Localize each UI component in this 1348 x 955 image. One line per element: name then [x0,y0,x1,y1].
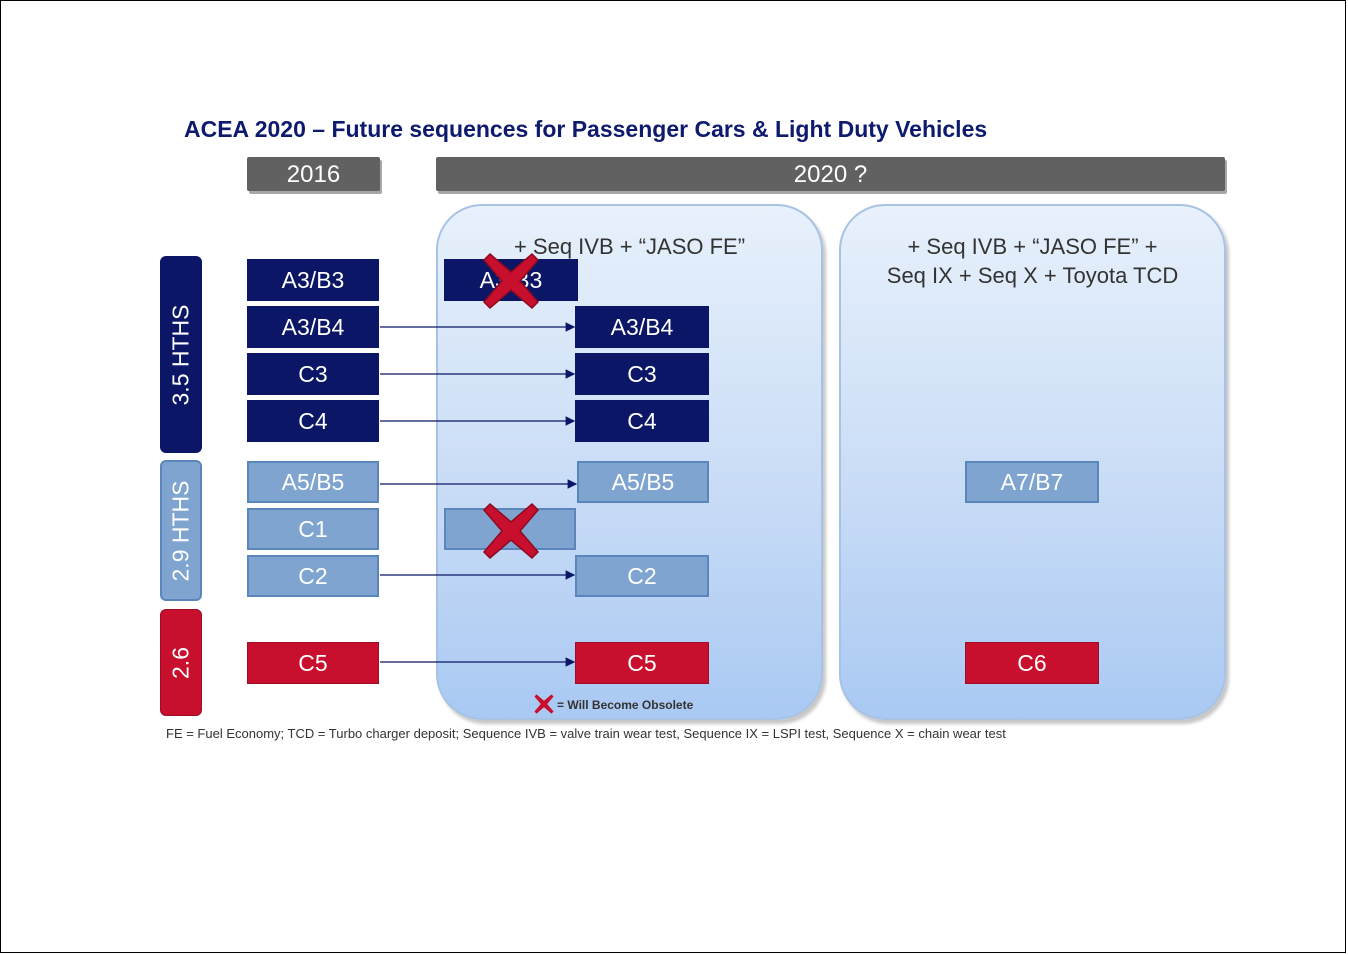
panel-seq-ivb-jaso-heading: + Seq IVB + “JASO FE” [513,234,746,259]
legend-obsolete: = Will Become Obsolete [557,698,694,712]
cat-2020-c4: C4 [575,400,709,442]
cat-2016-a3b3: A3/B3 [247,259,379,301]
cat-2016-c5: C5 [247,642,379,684]
obsolete-x-icon [482,502,540,560]
cat-2016-a5b5: A5/B5 [247,461,379,503]
cat-new-c6: C6 [965,642,1099,684]
cat-2020-c3: C3 [575,353,709,395]
cat-2016-c1: C1 [247,508,379,550]
cat-2016-c2: C2 [247,555,379,597]
legend-x-icon [534,694,554,714]
cat-2016-a3b4: A3/B4 [247,306,379,348]
year-2016-header: 2016 [247,157,380,191]
panel-seq-full-heading-line1: + Seq IVB + “JASO FE” + [907,234,1158,259]
cat-2016-c3: C3 [247,353,379,395]
obsolete-x-icon [482,252,540,310]
cat-2020-c2: C2 [575,555,709,597]
footnote: FE = Fuel Economy; TCD = Turbo charger d… [166,726,1006,741]
cat-2016-c4: C4 [247,400,379,442]
year-2020-header: 2020 ? [436,157,1225,191]
hths-2-9-label: 2.9 HTHS [160,460,202,601]
cat-2020-c5: C5 [575,642,709,684]
hths-2-6-label: 2.6 [160,609,202,716]
cat-2020-a3b4: A3/B4 [575,306,709,348]
diagram-title: ACEA 2020 – Future sequences for Passeng… [184,116,988,142]
cat-2020-a5b5: A5/B5 [577,461,709,503]
panel-seq-full-heading-line2: Seq IX + Seq X + Toyota TCD [886,263,1179,288]
hths-3-5-label: 3.5 HTHS [160,256,202,453]
cat-new-a7b7: A7/B7 [965,461,1099,503]
